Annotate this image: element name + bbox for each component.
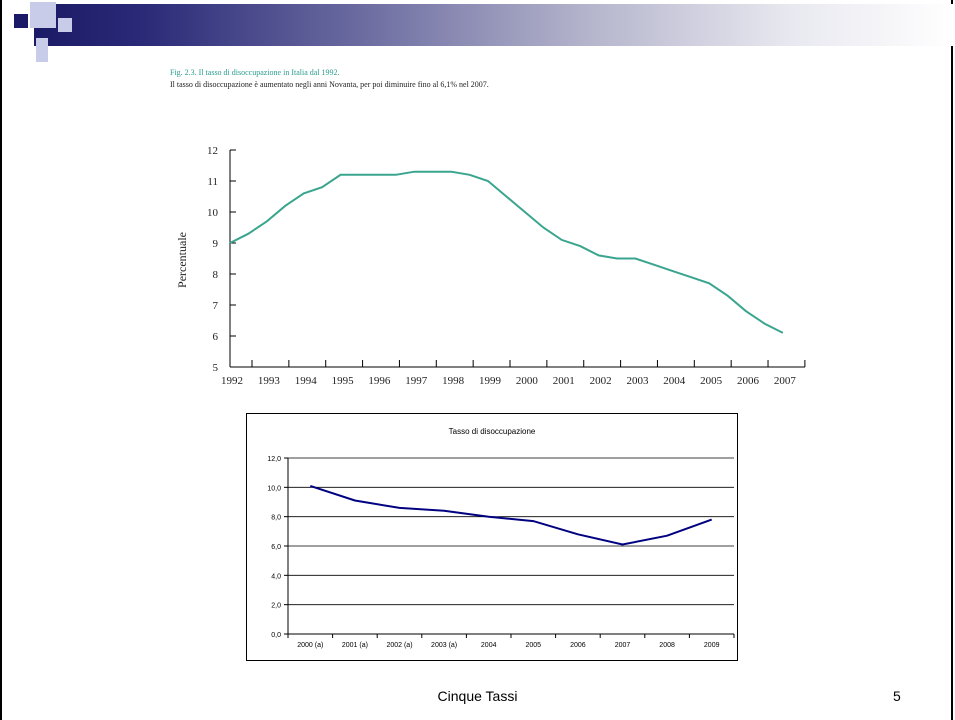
x-tick-label: 2004: [481, 642, 497, 649]
y-axis-label: Percentuale: [175, 232, 189, 288]
slide-border-left: [0, 0, 2, 720]
y-tick-label: 8: [213, 269, 219, 281]
x-tick-label: 2009: [704, 642, 720, 649]
slide-number: 5: [893, 688, 901, 704]
y-tick-label: 0,0: [271, 632, 281, 639]
x-tick-label: 2001: [553, 375, 575, 387]
x-tick-label: 1993: [258, 375, 281, 387]
figure-caption: Fig. 2.3. Il tasso di disoccupazione in …: [170, 68, 340, 77]
y-tick-label: 2,0: [271, 603, 281, 610]
x-tick-label: 2003 (a): [431, 642, 457, 649]
x-tick-label: 2002 (a): [386, 642, 412, 649]
x-tick-label: 2004: [663, 375, 686, 387]
decor-square-light: [58, 18, 72, 32]
header-gradient-bar: [34, 4, 955, 46]
x-tick-label: 1996: [368, 375, 391, 387]
decor-square-light: [36, 38, 48, 62]
y-tick-label: 6,0: [271, 544, 281, 551]
chart-title: Tasso di disoccupazione: [449, 427, 536, 436]
x-tick-label: 2000 (a): [297, 642, 323, 649]
y-tick-label: 8,0: [271, 515, 281, 522]
x-tick-label: 1994: [295, 375, 318, 387]
tasso-disoccupazione-chart: Tasso di disoccupazione 0,0 2,0 4,0 6,0 8,0 1…: [267, 427, 735, 649]
x-tick-label: 2005: [700, 375, 723, 387]
decor-square-dark: [14, 14, 28, 28]
x-tick-label: 2007: [774, 375, 797, 387]
y-tick-label: 12,0: [267, 456, 281, 463]
slide-border-right: [951, 0, 953, 720]
x-tick-label: 2006: [570, 642, 586, 649]
x-tick-label: 1999: [479, 375, 502, 387]
figure-subtitle: Il tasso di disoccupazione è aumentato n…: [170, 80, 489, 89]
unemployment-chart-1992-2007: 5 6 7 8 9 10 11 12 1992 1993 1994 1995 1996 1997 1998…: [175, 145, 806, 387]
slide-footer: Cinque Tassi: [437, 688, 518, 704]
x-tick-label: 2008: [659, 642, 675, 649]
series-line: [229, 170, 784, 334]
x-tick-label: 2005: [526, 642, 542, 649]
x-tick-label: 2001 (a): [342, 642, 368, 649]
y-tick-label: 6: [213, 331, 219, 343]
y-tick-label: 10: [207, 207, 219, 219]
chart-box: Tasso di disoccupazione 0,0 2,0 4,0 6,0 8,0 1…: [246, 413, 738, 661]
x-tick-label: 1992: [221, 375, 243, 387]
x-tick-label: 2002: [590, 375, 612, 387]
x-tick-label: 2000: [516, 375, 539, 387]
x-tick-label: 2003: [626, 375, 649, 387]
y-tick-label: 12: [207, 145, 218, 157]
series-line: [309, 484, 713, 546]
y-tick-label: 4,0: [271, 573, 281, 580]
y-tick-label: 9: [213, 238, 219, 250]
y-tick-label: 5: [213, 362, 219, 374]
y-tick-label: 10,0: [267, 485, 281, 492]
x-tick-label: 1997: [405, 375, 428, 387]
y-tick-label: 11: [207, 176, 218, 188]
x-tick-label: 1998: [442, 375, 465, 387]
x-tick-label: 2006: [737, 375, 760, 387]
x-tick-label: 1995: [332, 375, 355, 387]
decor-square-light: [30, 2, 56, 28]
y-tick-label: 7: [213, 300, 219, 312]
x-tick-label: 2007: [615, 642, 631, 649]
